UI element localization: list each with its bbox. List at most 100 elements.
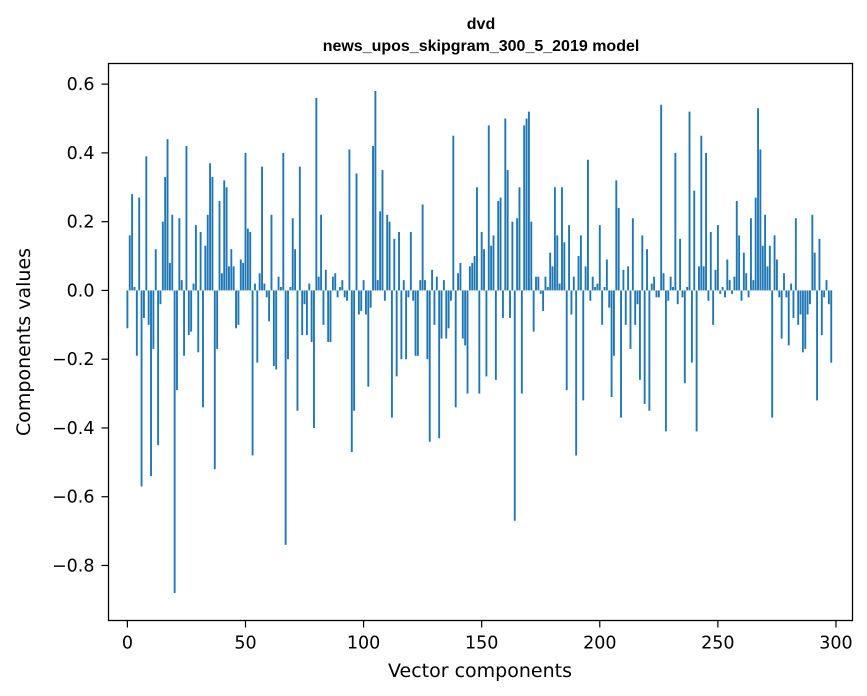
bar	[416, 290, 419, 356]
bar	[393, 238, 396, 291]
bar	[199, 231, 202, 291]
bar	[128, 235, 131, 291]
bar	[792, 290, 795, 318]
bar	[348, 149, 351, 291]
bar	[506, 170, 509, 291]
bar	[265, 290, 268, 298]
bar	[726, 259, 729, 291]
bar	[216, 290, 219, 349]
bar	[379, 211, 382, 291]
bar	[357, 290, 360, 315]
bar	[126, 290, 129, 329]
bar	[419, 280, 422, 291]
bar	[705, 152, 708, 291]
bar	[504, 118, 507, 291]
bar	[535, 276, 537, 291]
bar	[754, 197, 757, 291]
bar	[653, 276, 656, 291]
bar	[768, 245, 771, 291]
bar	[154, 249, 157, 291]
bar	[497, 201, 500, 291]
bar	[780, 290, 783, 339]
bar	[180, 280, 183, 291]
bar	[546, 286, 549, 291]
bar	[428, 290, 431, 442]
bar	[641, 235, 644, 291]
bar	[395, 290, 398, 377]
bar	[145, 156, 148, 291]
bar	[587, 159, 589, 291]
bar	[797, 290, 800, 325]
bar	[799, 290, 802, 315]
bars-group	[126, 91, 833, 593]
bar	[268, 290, 271, 322]
bar	[827, 290, 830, 305]
bar	[785, 290, 788, 298]
bar	[622, 269, 625, 291]
bar	[631, 218, 634, 291]
bar	[159, 290, 162, 305]
bar	[461, 290, 464, 339]
chart-subtitle: news_upos_skipgram_300_5_2019 model	[323, 38, 640, 55]
bar	[801, 290, 804, 353]
bar	[190, 290, 193, 332]
x-axis-label: Vector components	[388, 660, 572, 682]
bar	[142, 290, 145, 318]
bar	[494, 290, 497, 380]
bar	[343, 290, 346, 298]
bar	[390, 290, 393, 418]
bar	[263, 283, 266, 291]
bar	[816, 290, 819, 401]
bar	[147, 290, 150, 325]
bar	[594, 286, 596, 291]
bar	[457, 273, 460, 291]
bar	[501, 290, 504, 318]
bar	[499, 197, 502, 291]
bar	[381, 170, 384, 291]
bar	[646, 249, 648, 291]
bar	[752, 280, 755, 291]
bar	[716, 225, 719, 291]
bar	[178, 218, 181, 291]
bar	[301, 290, 304, 336]
bar	[407, 290, 410, 298]
bar	[764, 214, 767, 291]
bar	[563, 242, 566, 291]
bar	[438, 290, 441, 439]
bar	[230, 249, 233, 291]
bar	[520, 290, 523, 394]
bar	[598, 225, 601, 291]
y-tick-label: −0.8	[52, 556, 95, 576]
bar	[412, 290, 415, 301]
bar	[135, 290, 138, 356]
bar	[620, 290, 622, 418]
bar	[672, 286, 674, 291]
bar	[490, 245, 493, 291]
bar	[277, 276, 280, 291]
bar	[133, 286, 136, 291]
bar	[402, 280, 405, 291]
bar	[473, 256, 476, 291]
bar	[624, 290, 627, 325]
bar	[187, 290, 190, 336]
bar	[414, 290, 417, 356]
bar	[204, 245, 207, 291]
bar	[582, 290, 585, 401]
bar	[235, 290, 237, 329]
bar	[161, 221, 164, 291]
bar	[825, 280, 828, 291]
bar	[256, 290, 259, 363]
bar	[530, 221, 533, 291]
bar	[308, 283, 311, 291]
bar	[442, 280, 445, 291]
bar	[669, 276, 672, 291]
bar	[131, 194, 134, 291]
bar	[275, 290, 278, 370]
y-axis-label: Components values	[13, 248, 35, 436]
bar	[809, 290, 811, 305]
bar	[709, 231, 712, 291]
bar	[296, 290, 299, 411]
bar	[773, 235, 776, 291]
bar	[433, 290, 436, 325]
